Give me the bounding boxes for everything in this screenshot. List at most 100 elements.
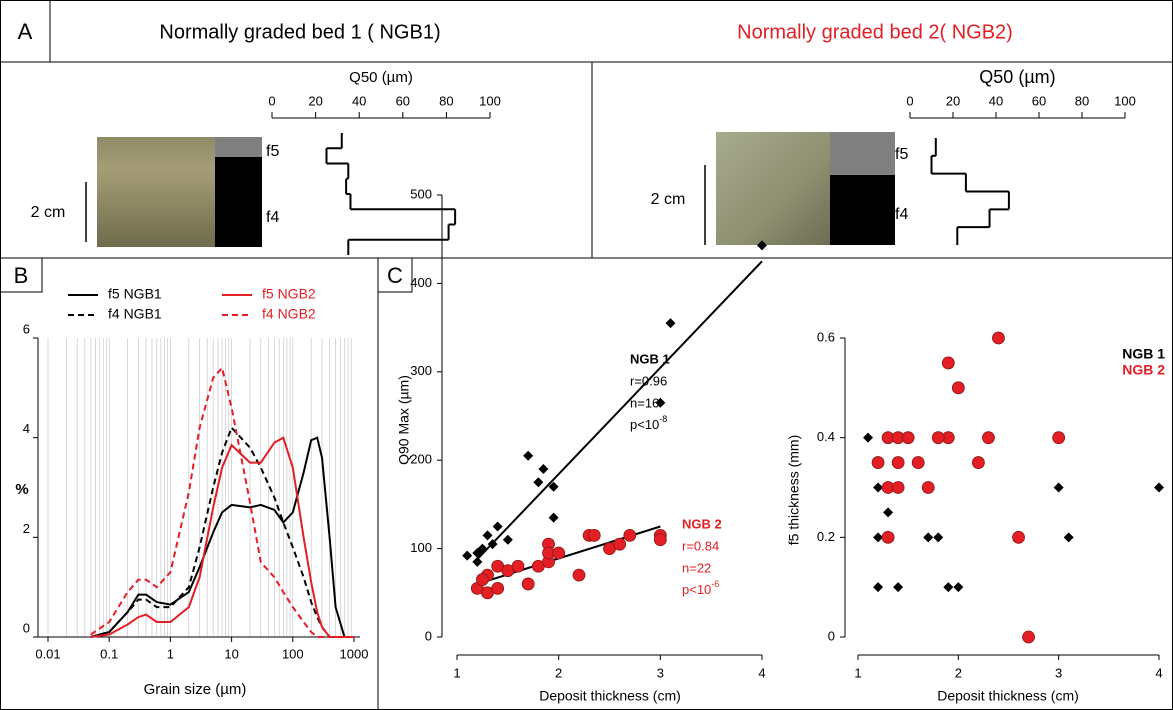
point [921,481,935,494]
x-tick-label: 60 [1032,93,1046,108]
x-tick-label: 20 [946,93,960,108]
point [911,456,925,469]
point [923,532,934,543]
core-photo [97,137,215,247]
regression-line [476,260,763,560]
x-tick-label: 100 [282,646,304,661]
point [931,431,945,445]
axis-title: % [15,481,28,498]
point [953,582,964,593]
y-tick-label: 0 [828,628,835,643]
layer-label: f4 [266,209,279,226]
point [587,528,601,542]
y-tick-label: 2 [23,521,30,536]
point [538,464,549,475]
x-tick-label: 60 [396,93,410,108]
x-tick-label: 1 [453,665,460,680]
axis-title: Q50 (µm) [979,67,1055,87]
point [1022,630,1035,644]
series-line [90,436,354,638]
label-box [378,258,413,293]
legend-label: f5 NGB2 [262,286,316,302]
point [1053,482,1064,493]
y-tick-label: 6 [23,321,30,336]
point [462,550,473,561]
annotation: n=16 [630,395,659,410]
x-tick-label: 3 [657,665,664,680]
point [502,534,513,545]
annotation: r=0.84 [682,538,719,553]
point [472,548,483,559]
y-tick-label: 200 [410,452,432,467]
annotation: n=22 [682,560,711,575]
point [873,532,884,543]
x-tick-label: 20 [308,93,322,108]
y-tick-label: 0 [425,628,432,643]
annotation-exponent: -6 [711,579,719,589]
annotation-title: NGB 1 [630,351,670,366]
annotation: p<10-8 [630,414,667,432]
scale-label: 2 cm [651,191,686,208]
annotation-base: p<10 [630,417,659,432]
y-tick-label: 100 [410,540,432,555]
point [548,481,559,492]
point [883,507,894,518]
legend-label: NGB 1 [1122,346,1165,362]
x-tick-label: 80 [439,93,453,108]
legend-label: f5 NGB1 [108,286,162,302]
point [482,530,493,541]
panel-label: B [14,263,29,288]
point [951,381,965,395]
axis-title: Q90 Max (µm) [396,375,412,465]
point [873,482,884,493]
point [863,432,874,443]
x-tick-label: 100 [1114,93,1136,108]
chart-title: Normally graded bed 2( NGB2) [737,21,1013,43]
point [933,532,944,543]
point [1154,482,1164,493]
point [655,397,666,408]
point [623,528,637,542]
point [521,577,535,591]
annotation-exponent: -8 [659,414,667,424]
point [523,450,534,461]
y-tick-label: 4 [23,421,30,436]
point [572,568,586,582]
legend-label: f4 NGB1 [108,306,162,322]
point [487,539,498,550]
x-tick-label: 80 [1075,93,1089,108]
layer-f5 [830,132,895,175]
point [548,512,559,523]
point [1052,431,1066,445]
layer-label: f5 [895,146,908,163]
layer-f4 [830,175,895,245]
point [757,240,767,251]
label-box [0,258,43,293]
point [665,318,676,329]
layer-label: f5 [266,143,279,160]
x-tick-label: 1 [854,665,861,680]
point [533,477,544,488]
y-tick-label: 0.2 [817,529,835,544]
layer-f4 [215,157,262,247]
axis-title: Grain size (µm) [144,681,247,698]
x-tick-label: 1 [167,646,174,661]
core-photo [716,132,830,245]
point [893,582,904,593]
point [941,356,955,370]
point [1063,532,1074,543]
axis-title: Deposit thickness (cm) [937,688,1079,704]
y-tick-label: 300 [410,363,432,378]
legend-label: NGB 2 [1122,362,1165,378]
x-tick-label: 0 [268,93,275,108]
y-tick-label: 500 [410,186,432,201]
x-tick-label: 4 [758,665,765,680]
point [613,537,627,551]
x-tick-label: 0 [906,93,913,108]
point [943,582,954,593]
x-tick-label: 1000 [340,646,369,661]
series-line [90,436,354,638]
legend-label: f4 NGB2 [262,306,316,322]
axis-title: Q50 (µm) [349,69,413,86]
